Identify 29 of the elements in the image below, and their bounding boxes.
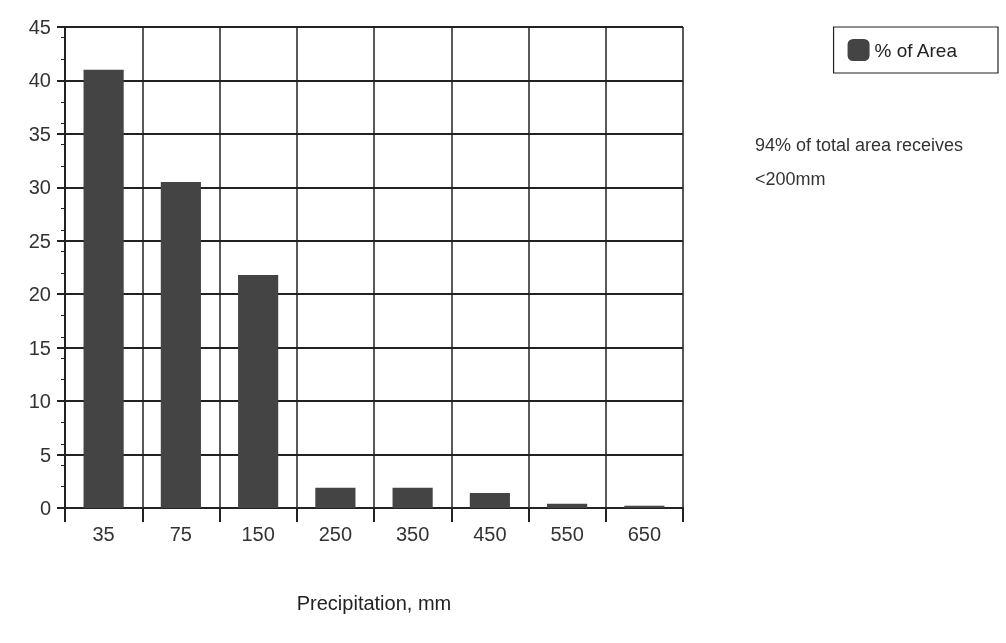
y-tick-label: 35 <box>28 122 51 145</box>
y-tick-label: 40 <box>28 69 51 92</box>
x-axis-title: Precipitation, mm <box>296 592 452 614</box>
x-tick-label: 650 <box>627 523 662 545</box>
legend-label: % of Area <box>874 39 958 61</box>
bar <box>160 181 201 508</box>
y-tick-label: 0 <box>39 497 51 519</box>
x-tick-label: 250 <box>318 523 353 545</box>
bar <box>469 493 510 508</box>
x-tick-label: 35 <box>92 523 115 545</box>
y-tick-label: 20 <box>28 283 51 306</box>
y-tick-label: 25 <box>28 229 51 252</box>
bar <box>238 274 279 508</box>
bar <box>392 487 433 508</box>
bar <box>624 505 665 508</box>
y-tick-label: 30 <box>28 176 51 199</box>
y-tick-label: 5 <box>39 443 51 466</box>
bar <box>315 487 356 508</box>
bar <box>547 503 588 508</box>
y-tick-label: 15 <box>28 336 51 359</box>
x-tick-label: 350 <box>395 523 430 545</box>
y-tick-label: 10 <box>28 390 51 413</box>
text: 94% of total area receives <200mm <box>755 135 969 189</box>
x-tick-label: 75 <box>169 523 192 545</box>
x-tick-label: 450 <box>473 523 507 545</box>
x-tick-label: 550 <box>550 523 584 545</box>
y-tick-label: 45 <box>28 16 51 38</box>
bar <box>83 69 124 508</box>
x-tick-label: 150 <box>241 523 275 545</box>
